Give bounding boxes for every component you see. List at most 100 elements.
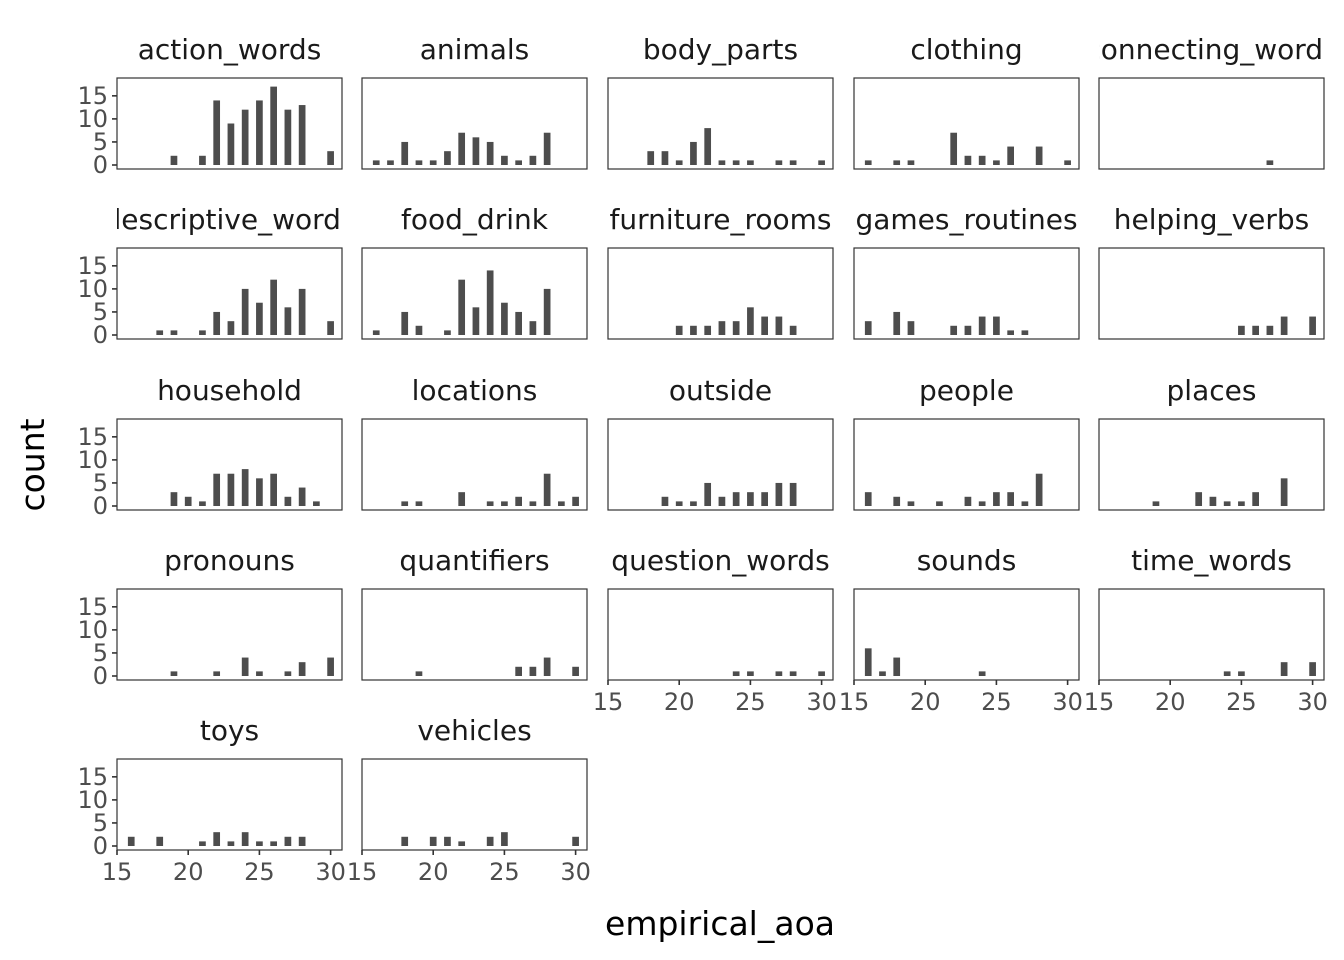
histogram-bar — [690, 325, 697, 335]
histogram-bar — [1238, 671, 1245, 676]
panel-border — [853, 77, 1080, 170]
x-tick-label: 20 — [910, 688, 941, 716]
histogram-bar — [227, 321, 235, 335]
facet-title: descriptive_words — [103, 203, 355, 236]
histogram-bar — [170, 492, 178, 506]
facet-title: pronouns — [164, 544, 295, 577]
histogram-bar — [127, 836, 135, 846]
panel-border — [1098, 418, 1325, 511]
x-tick-label: 30 — [1052, 688, 1083, 716]
histogram-bar — [964, 496, 972, 506]
histogram-bar — [529, 155, 537, 165]
facet-furniture-rooms: furniture_rooms — [607, 203, 834, 340]
histogram-bar — [675, 501, 683, 506]
histogram-bar — [732, 321, 740, 335]
histogram-bar — [284, 496, 292, 506]
y-tick-label: 5 — [93, 128, 108, 156]
histogram-bar — [458, 279, 466, 335]
histogram-bar — [529, 321, 537, 335]
histogram-bar — [993, 316, 1000, 335]
histogram-bar — [1007, 330, 1014, 335]
facet-title: quantifiers — [399, 544, 549, 577]
histogram-bar — [818, 671, 825, 676]
histogram-bar — [444, 330, 451, 335]
x-tick-label: 15 — [593, 688, 624, 716]
histogram-bar — [227, 123, 235, 165]
histogram-bar — [256, 100, 263, 165]
histogram-bar — [415, 501, 423, 506]
y-tick-label: 15 — [77, 252, 108, 280]
histogram-bar — [543, 132, 551, 165]
histogram-bar — [213, 311, 221, 335]
y-tick-label: 10 — [77, 786, 108, 814]
histogram-bar — [775, 160, 783, 165]
histogram-bar — [1209, 496, 1217, 506]
facet-title: places — [1167, 374, 1257, 407]
histogram-bar — [978, 501, 986, 506]
histogram-bar — [1252, 325, 1259, 335]
histogram-bar — [241, 469, 249, 506]
histogram-bar — [732, 671, 740, 676]
panel-border — [1098, 77, 1325, 170]
panel-border — [361, 418, 588, 511]
y-tick-label: 5 — [93, 809, 108, 837]
x-tick-label: 20 — [418, 858, 449, 886]
x-tick-label: 20 — [1155, 688, 1186, 716]
histogram-bar — [789, 671, 797, 676]
histogram-bar — [213, 473, 221, 506]
y-tick-label: 5 — [93, 639, 108, 667]
histogram-bar — [284, 836, 292, 846]
y-tick-label: 15 — [77, 593, 108, 621]
panel-border — [116, 588, 343, 681]
x-tick-label: 25 — [735, 688, 766, 716]
histogram-bar — [704, 482, 712, 506]
histogram-bar — [789, 325, 797, 335]
histogram-bar — [327, 321, 334, 335]
histogram-bar — [864, 492, 872, 506]
histogram-bar — [429, 160, 437, 165]
facet-title: clothing — [910, 33, 1022, 66]
facet-title: question_words — [611, 544, 829, 577]
histogram-bar — [1266, 325, 1274, 335]
x-tick-label: 20 — [664, 688, 695, 716]
facet-people: people — [853, 374, 1080, 511]
histogram-bar — [415, 671, 423, 676]
facet-title: household — [157, 374, 302, 407]
histogram-bar — [486, 501, 494, 506]
histogram-bar — [298, 662, 306, 676]
histogram-bar — [1223, 501, 1231, 506]
histogram-bar — [543, 473, 551, 506]
facet-animals: animals — [361, 33, 588, 170]
histogram-bar — [298, 836, 306, 846]
histogram-bar — [284, 109, 292, 165]
y-tick-label: 10 — [77, 616, 108, 644]
facet-title: toys — [200, 714, 259, 747]
histogram-bar — [1064, 160, 1071, 165]
y-tick-label: 0 — [93, 662, 108, 690]
histogram-bar — [775, 316, 783, 335]
histogram-bar — [270, 841, 277, 846]
histogram-bar — [444, 151, 451, 165]
histogram-bar — [241, 657, 249, 676]
histogram-bar — [199, 841, 206, 846]
histogram-bar — [950, 325, 958, 335]
histogram-bar — [241, 109, 249, 165]
x-tick-label: 25 — [489, 858, 520, 886]
histogram-bar — [170, 671, 178, 676]
histogram-bar — [256, 478, 263, 506]
histogram-bar — [864, 160, 872, 165]
histogram-bar — [964, 155, 972, 165]
facet-places: places — [1098, 374, 1325, 511]
panel-border — [607, 77, 834, 170]
panel-border — [116, 247, 343, 340]
y-tick-label: 0 — [93, 321, 108, 349]
y-tick-label: 5 — [93, 469, 108, 497]
histogram-bar — [213, 100, 221, 165]
histogram-bar — [529, 666, 537, 676]
facet-locations: locations — [361, 374, 588, 511]
histogram-bar — [241, 288, 249, 335]
